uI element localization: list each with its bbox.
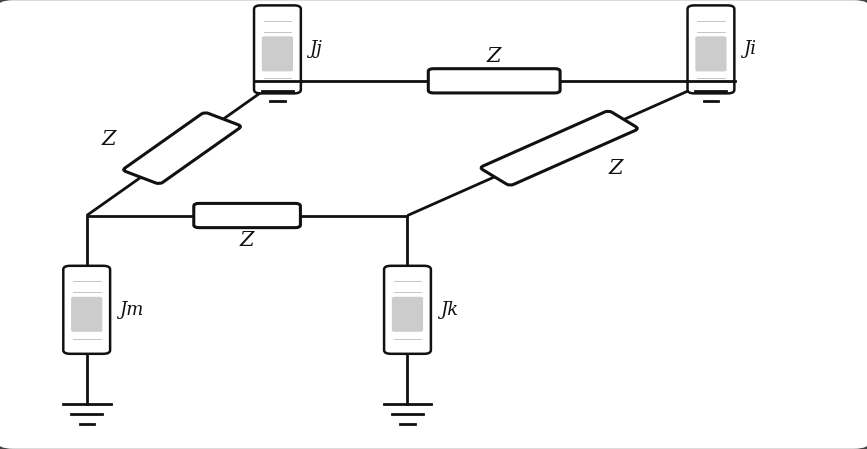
FancyBboxPatch shape: [688, 5, 734, 93]
Text: Jm: Jm: [119, 301, 143, 319]
Text: Z: Z: [609, 159, 623, 178]
FancyBboxPatch shape: [63, 266, 110, 354]
Text: Jk: Jk: [440, 301, 458, 319]
FancyBboxPatch shape: [124, 113, 240, 184]
FancyBboxPatch shape: [481, 111, 637, 185]
FancyBboxPatch shape: [428, 69, 560, 93]
FancyBboxPatch shape: [254, 5, 301, 93]
FancyBboxPatch shape: [262, 36, 293, 71]
FancyBboxPatch shape: [71, 297, 102, 332]
Text: Z: Z: [101, 130, 115, 149]
Text: Jj: Jj: [310, 40, 323, 58]
Text: Z: Z: [240, 231, 254, 250]
Text: Z: Z: [487, 47, 501, 66]
FancyBboxPatch shape: [392, 297, 423, 332]
FancyBboxPatch shape: [695, 36, 727, 71]
Text: Ji: Ji: [743, 40, 756, 58]
FancyBboxPatch shape: [384, 266, 431, 354]
FancyBboxPatch shape: [193, 203, 300, 228]
